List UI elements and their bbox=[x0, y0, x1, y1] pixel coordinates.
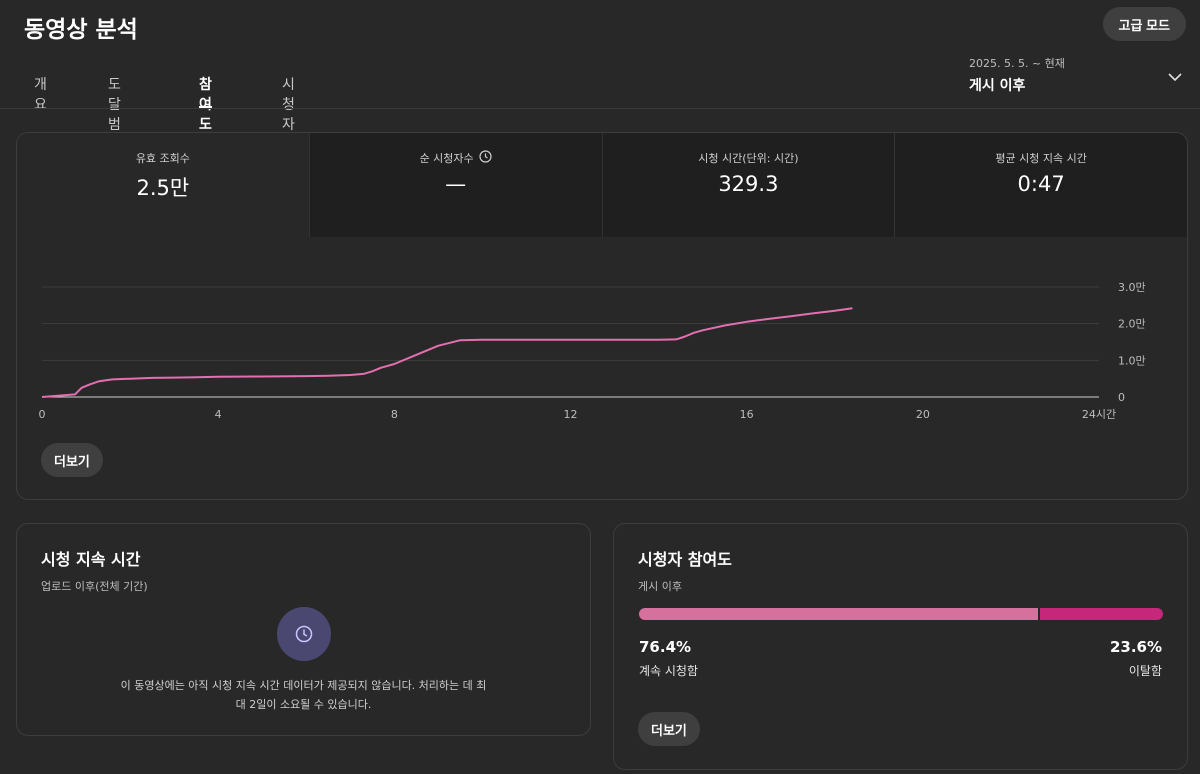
x-tick-label: 4 bbox=[215, 408, 222, 421]
metric-label: 유효 조회수 bbox=[135, 152, 190, 165]
tab-audience[interactable]: 시청자층 bbox=[282, 77, 295, 153]
metric-tabs: 유효 조회수 2.5만 순 시청자수 — 시청 시간(단위: 시간) 329.3… bbox=[17, 133, 1187, 237]
tab-engagement[interactable]: 참여도 bbox=[199, 62, 212, 133]
y-tick-label: 3.0만 bbox=[1118, 281, 1146, 294]
y-tick-label: 2.0만 bbox=[1118, 318, 1146, 331]
x-tick-label: 24시간 bbox=[1082, 408, 1116, 421]
chart-svg: 0 1.0만 2.0만 3.0만 0 4 8 12 16 20 24시간 bbox=[39, 281, 1146, 421]
date-range-dates: 2025. 5. 5. ~ 현재 bbox=[969, 57, 1065, 70]
views-line-chart: 0 1.0만 2.0만 3.0만 0 4 8 12 16 20 24시간 bbox=[17, 237, 1187, 437]
advanced-mode-button[interactable]: 고급 모드 bbox=[1102, 7, 1186, 41]
clock-icon bbox=[277, 607, 331, 661]
engagement-overview-card: 유효 조회수 2.5만 순 시청자수 — 시청 시간(단위: 시간) 329.3… bbox=[16, 132, 1188, 500]
metric-views[interactable]: 유효 조회수 2.5만 bbox=[17, 133, 310, 237]
chevron-down-icon bbox=[1168, 67, 1182, 86]
series-line bbox=[41, 307, 853, 398]
date-range-label: 게시 이후 bbox=[969, 78, 1026, 94]
x-tick-label: 0 bbox=[39, 408, 46, 421]
engagement-title: 시청자 참여도 bbox=[638, 550, 732, 569]
x-tick-label: 20 bbox=[916, 408, 930, 421]
y-tick-label: 1.0만 bbox=[1118, 354, 1146, 367]
retention-subtitle: 업로드 이후(전체 기간) bbox=[41, 580, 148, 593]
engagement-bar-stayed bbox=[639, 608, 1039, 620]
engagement-stayed: 76.4% 계속 시청함 bbox=[639, 638, 698, 679]
x-tick-label: 8 bbox=[391, 408, 398, 421]
tab-reach[interactable]: 도달범위 bbox=[108, 77, 121, 153]
retention-card: 시청 지속 시간 업로드 이후(전체 기간) 이 동영상에는 아직 시청 지속 … bbox=[16, 523, 591, 736]
clock-icon bbox=[479, 150, 492, 166]
metric-label: 평균 시청 지속 시간 bbox=[995, 152, 1087, 165]
stayed-label: 계속 시청함 bbox=[639, 664, 699, 678]
left-percent: 23.6% bbox=[1109, 638, 1162, 656]
x-tick-label: 12 bbox=[564, 408, 578, 421]
metric-value: 0:47 bbox=[1017, 172, 1065, 196]
metric-watch-time[interactable]: 시청 시간(단위: 시간) 329.3 bbox=[602, 133, 896, 237]
metric-avg-view-duration[interactable]: 평균 시청 지속 시간 0:47 bbox=[895, 133, 1187, 237]
metric-label-row: 순 시청자수 bbox=[310, 150, 602, 166]
engagement-bar-left bbox=[1040, 608, 1163, 620]
x-tick-label: 16 bbox=[740, 408, 754, 421]
metric-value: 2.5만 bbox=[136, 176, 190, 200]
page-title: 동영상 분석 bbox=[24, 17, 138, 43]
y-tick-label: 0 bbox=[1118, 391, 1125, 404]
chart-more-button[interactable]: 더보기 bbox=[41, 443, 103, 477]
header-divider bbox=[0, 108, 1200, 109]
engagement-left: 23.6% 이탈함 bbox=[1110, 638, 1162, 679]
audience-engagement-card: 시청자 참여도 게시 이후 76.4% 계속 시청함 23.6% 이탈함 더보기 bbox=[613, 523, 1188, 770]
left-label: 이탈함 bbox=[1128, 664, 1162, 678]
date-range-selector[interactable]: 2025. 5. 5. ~ 현재 게시 이후 bbox=[969, 55, 1184, 97]
engagement-bar bbox=[639, 608, 1163, 620]
tab-overview[interactable]: 개요 bbox=[34, 77, 47, 113]
metric-unique-viewers[interactable]: 순 시청자수 — bbox=[309, 133, 603, 237]
stayed-percent: 76.4% bbox=[639, 638, 692, 656]
metric-value: — bbox=[445, 172, 467, 196]
metric-label: 순 시청자수 bbox=[419, 152, 474, 165]
metric-value: 329.3 bbox=[718, 172, 779, 196]
retention-empty-message: 이 동영상에는 아직 시청 지속 시간 데이터가 제공되지 않습니다. 처리하는… bbox=[120, 679, 487, 711]
engagement-more-button[interactable]: 더보기 bbox=[638, 712, 700, 746]
engagement-subtitle: 게시 이후 bbox=[638, 580, 682, 593]
retention-title: 시청 지속 시간 bbox=[41, 550, 141, 569]
metric-label: 시청 시간(단위: 시간) bbox=[698, 152, 799, 165]
